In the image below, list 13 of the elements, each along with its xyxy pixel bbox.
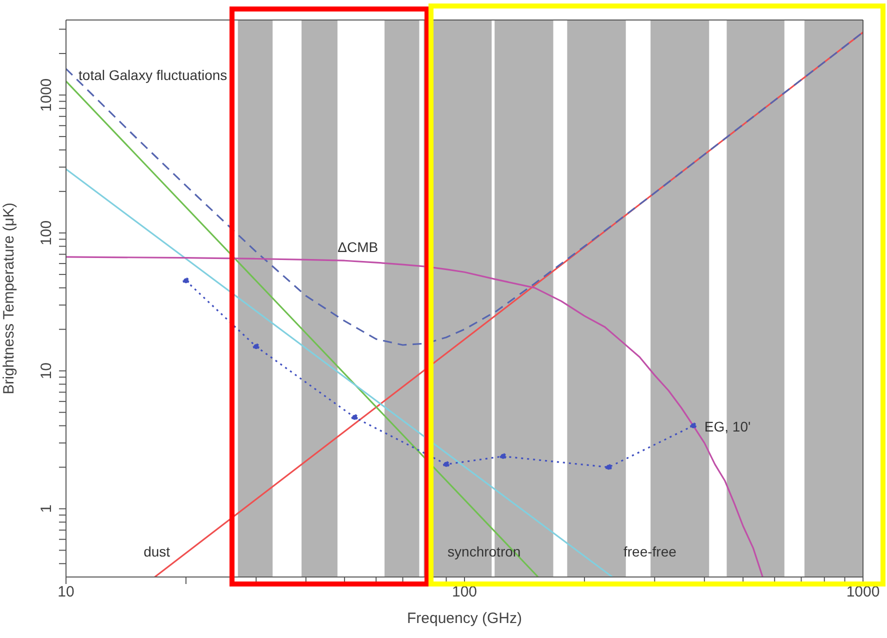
- y-tick-label: 1: [38, 504, 55, 513]
- x-tick-label: 10: [58, 584, 74, 601]
- y-tick-label: 10: [38, 362, 55, 380]
- x-tick-label: 1000: [846, 584, 880, 601]
- x-tick-label: 100: [452, 584, 478, 601]
- series-label: ΔCMB: [338, 238, 378, 255]
- y-axis-title: Brightness Temperature (μK): [0, 202, 18, 394]
- series-label: total Galaxy fluctuations: [78, 66, 228, 83]
- series-label: EG, 10': [704, 418, 751, 434]
- y-tick-label: 1000: [38, 78, 55, 112]
- x-axis-title: Frequency (GHz): [406, 610, 522, 627]
- y-tick-label: 100: [38, 220, 55, 246]
- series-label: dust: [144, 543, 170, 560]
